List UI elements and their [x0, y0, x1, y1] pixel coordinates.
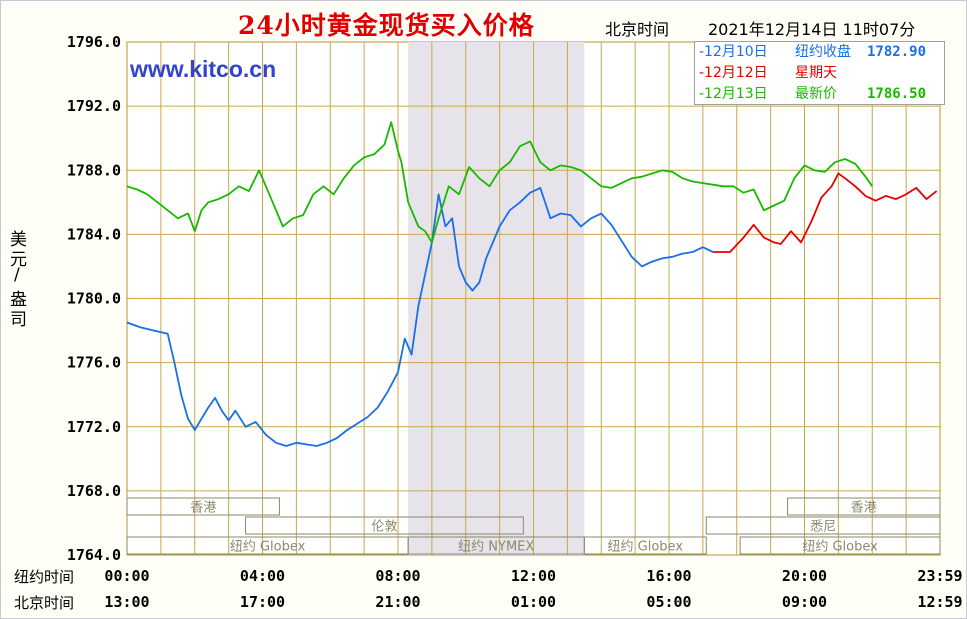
series-line-12月12日: [713, 172, 938, 253]
legend-row-dec12: -12月12日 星期天: [695, 63, 944, 84]
bj-tick-label: 21:00: [375, 593, 420, 611]
session-box: [787, 497, 941, 516]
bj-tick-label: 12:59: [917, 593, 962, 611]
y-axis-label-char: 盎: [10, 290, 27, 310]
y-tick-label: 1772.0: [67, 418, 121, 436]
y-axis-label-char: 司: [10, 310, 27, 330]
legend-date: -12月10日: [699, 44, 768, 60]
series-line-12月13日: [126, 121, 874, 244]
ny-time-row-label: 纽约时间: [14, 568, 75, 586]
beijing-time-label: 北京时间: [605, 20, 670, 39]
session-box: [245, 516, 524, 535]
session-box: [583, 536, 707, 555]
y-tick-label: 1796.0: [67, 33, 121, 51]
y-tick-label: 1768.0: [67, 482, 121, 500]
legend-date: -12月12日: [699, 65, 768, 81]
y-tick-label: 1780.0: [67, 290, 121, 308]
y-tick-label: 1764.0: [67, 546, 121, 564]
legend-row-dec10: -12月10日 纽约收盘 1782.90: [695, 42, 944, 63]
session-label: 纽约 NYMEX: [458, 540, 534, 555]
ny-tick-label: 16:00: [646, 567, 691, 585]
legend-value: 1782.90: [867, 44, 927, 60]
y-axis-label-char: 元: [10, 250, 27, 270]
y-tick-label: 1784.0: [67, 225, 121, 243]
ny-tick-label: 00:00: [104, 567, 149, 585]
bj-tick-label: 01:00: [511, 593, 556, 611]
session-box: [705, 516, 941, 535]
legend-desc: 纽约收盘: [795, 44, 851, 60]
watermark-url[interactable]: www.kitco.cn: [130, 56, 277, 82]
bj-tick-label: 05:00: [646, 593, 691, 611]
legend-row-dec13: -12月13日 最新价 1786.50: [695, 84, 944, 105]
session-box: [739, 536, 941, 555]
y-tick-label: 1776.0: [67, 354, 121, 372]
y-tick-label: 1792.0: [67, 97, 121, 115]
bj-tick-label: 13:00: [104, 593, 149, 611]
series-line-12月10日: [126, 186, 714, 447]
session-label: 纽约 Globex: [802, 540, 878, 555]
legend-value: 1786.50: [867, 86, 927, 102]
legend-desc: 最新价: [795, 86, 837, 102]
timestamp: 2021年12月14日 11时07分: [708, 20, 916, 39]
ny-tick-label: 08:00: [375, 567, 420, 585]
bj-tick-label: 17:00: [240, 593, 285, 611]
session-box: [126, 497, 280, 516]
legend: -12月10日 纽约收盘 1782.90 -12月12日 星期天 -12月13日…: [694, 41, 945, 105]
bj-time-row-label: 北京时间: [14, 594, 75, 612]
y-tick-label: 1788.0: [67, 161, 121, 179]
session-label: 纽约 Globex: [230, 540, 306, 555]
session-label: 伦敦: [371, 519, 397, 535]
legend-date: -12月13日: [699, 86, 768, 102]
session-label: 悉尼: [810, 520, 836, 535]
y-axis-label-char: /: [14, 265, 20, 285]
y-axis-label-char: 美: [10, 230, 27, 250]
ny-tick-label: 12:00: [511, 567, 556, 585]
ny-tick-label: 20:00: [782, 567, 827, 585]
session-label: 香港: [851, 501, 877, 516]
session-label: 纽约 Globex: [608, 540, 684, 555]
chart-title: 24小时黄金现货买入价格: [238, 11, 535, 40]
session-label: 香港: [190, 501, 216, 516]
ny-tick-label: 23:59: [917, 567, 962, 585]
ny-tick-label: 04:00: [240, 567, 285, 585]
legend-desc: 星期天: [795, 65, 837, 81]
bj-tick-label: 09:00: [782, 593, 827, 611]
